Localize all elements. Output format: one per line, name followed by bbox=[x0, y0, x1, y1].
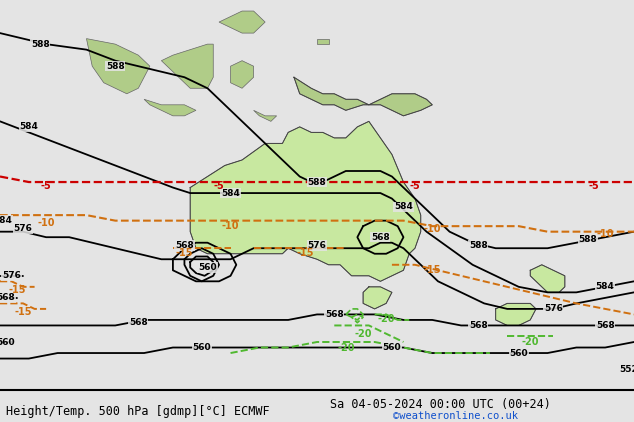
Polygon shape bbox=[219, 11, 265, 33]
Polygon shape bbox=[530, 265, 565, 292]
Text: -10: -10 bbox=[424, 224, 441, 234]
Polygon shape bbox=[317, 38, 328, 44]
Polygon shape bbox=[162, 44, 213, 88]
Text: -20: -20 bbox=[354, 329, 372, 339]
Text: -10: -10 bbox=[37, 219, 55, 228]
Text: -5: -5 bbox=[410, 181, 420, 192]
Text: 576: 576 bbox=[13, 225, 32, 233]
Text: 584: 584 bbox=[596, 282, 614, 291]
Polygon shape bbox=[144, 99, 196, 116]
Text: 584: 584 bbox=[20, 122, 38, 131]
Text: 588: 588 bbox=[307, 178, 327, 187]
Text: 560: 560 bbox=[382, 343, 401, 352]
Text: 560: 560 bbox=[509, 349, 528, 357]
Text: 584: 584 bbox=[221, 189, 240, 197]
Polygon shape bbox=[231, 61, 254, 88]
Text: 588: 588 bbox=[469, 241, 488, 250]
Text: -20: -20 bbox=[522, 337, 539, 347]
Polygon shape bbox=[86, 38, 150, 94]
Text: 568: 568 bbox=[175, 241, 194, 250]
Text: -20: -20 bbox=[377, 314, 395, 324]
Text: 568: 568 bbox=[0, 293, 15, 303]
Text: -10: -10 bbox=[222, 221, 239, 231]
Text: 588: 588 bbox=[31, 40, 49, 49]
Text: 576: 576 bbox=[307, 241, 327, 250]
Text: 568: 568 bbox=[371, 233, 390, 242]
Text: -15: -15 bbox=[424, 265, 441, 275]
Text: 568: 568 bbox=[469, 321, 488, 330]
Text: 560: 560 bbox=[198, 263, 217, 272]
Text: 568: 568 bbox=[129, 318, 148, 327]
Text: 576: 576 bbox=[2, 271, 21, 280]
Text: 552: 552 bbox=[619, 365, 634, 374]
Text: 568: 568 bbox=[596, 321, 614, 330]
Text: 576: 576 bbox=[544, 304, 563, 314]
Text: -5: -5 bbox=[214, 181, 224, 192]
Text: Sa 04-05-2024 00:00 UTC (00+24): Sa 04-05-2024 00:00 UTC (00+24) bbox=[330, 398, 550, 411]
Text: -5: -5 bbox=[41, 181, 51, 192]
Text: Height/Temp. 500 hPa [gdmp][°C] ECMWF: Height/Temp. 500 hPa [gdmp][°C] ECMWF bbox=[6, 405, 270, 418]
Text: 588: 588 bbox=[578, 235, 597, 244]
Text: -15: -15 bbox=[176, 248, 193, 258]
Text: ©weatheronline.co.uk: ©weatheronline.co.uk bbox=[393, 411, 518, 421]
Text: 560: 560 bbox=[192, 343, 211, 352]
Polygon shape bbox=[496, 303, 536, 325]
Text: 584: 584 bbox=[394, 203, 413, 211]
Text: 588: 588 bbox=[106, 62, 125, 71]
Text: -15: -15 bbox=[15, 307, 32, 316]
Text: -15: -15 bbox=[297, 248, 314, 258]
Text: -10: -10 bbox=[597, 230, 614, 239]
Text: 568: 568 bbox=[325, 310, 344, 319]
Polygon shape bbox=[254, 110, 276, 122]
Polygon shape bbox=[294, 77, 432, 116]
Text: -20: -20 bbox=[337, 343, 354, 352]
Polygon shape bbox=[190, 122, 421, 281]
Text: 560: 560 bbox=[0, 338, 15, 346]
Text: -5: -5 bbox=[588, 181, 599, 192]
Polygon shape bbox=[363, 287, 392, 309]
Text: -15: -15 bbox=[8, 284, 26, 295]
Text: 584: 584 bbox=[0, 216, 12, 225]
